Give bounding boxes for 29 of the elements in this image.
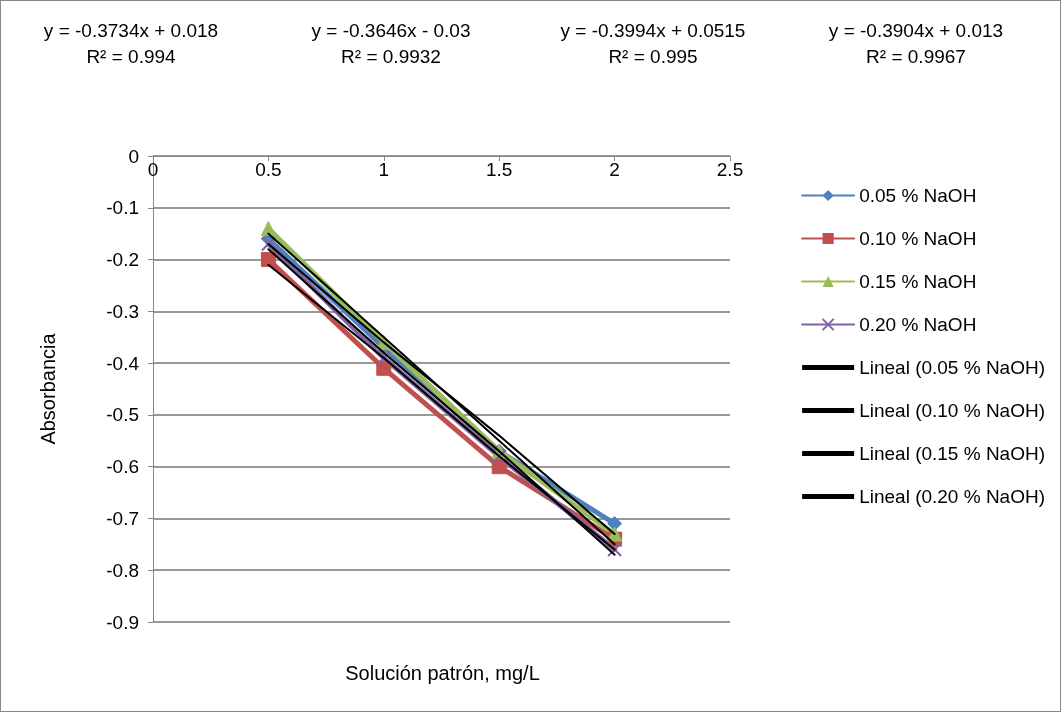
y-tick-label: -0.7	[106, 507, 139, 529]
legend-label: 0.05 % NaOH	[859, 185, 977, 206]
y-tick-label: -0.6	[106, 456, 139, 478]
legend-label: Lineal (0.20 % NaOH)	[859, 486, 1046, 507]
y-tick-label: -0.1	[106, 197, 139, 219]
text: y = -0.3646x - 0.03 R² = 0.9932	[311, 19, 471, 67]
x-tick-label: 2	[609, 159, 620, 180]
legend-label: Lineal (0.05 % NaOH)	[859, 357, 1046, 378]
text: y = -0.3994x + 0.0515 R² = 0.995	[560, 19, 746, 67]
x-axis-title: Solución patrón, mg/L	[345, 662, 540, 684]
legend-label: Lineal (0.15 % NaOH)	[859, 443, 1046, 464]
y-tick-label: -0.5	[106, 404, 139, 426]
x-tick-label: 0	[147, 159, 159, 180]
y-axis-title: Absorbancia	[37, 332, 59, 445]
x-tick-label: 2.5	[716, 159, 744, 180]
x-tick-label: 1	[378, 159, 390, 180]
x-tick-label: 1.5	[485, 159, 513, 180]
y-tick-label: -0.3	[106, 300, 139, 322]
legend-label: 0.10 % NaOH	[859, 228, 977, 249]
legend-label: Lineal (0.10 % NaOH)	[859, 400, 1046, 421]
y-tick-label: -0.4	[106, 352, 140, 374]
text: y = -0.3734x + 0.018 R² = 0.994	[43, 19, 219, 67]
y-tick-label: -0.9	[106, 611, 139, 633]
y-tick-label: -0.2	[106, 249, 139, 271]
text: y = -0.3904x + 0.013 R² = 0.9967	[828, 19, 1004, 67]
legend-label: 0.15 % NaOH	[859, 271, 977, 292]
y-tick-label: -0.8	[106, 559, 139, 581]
legend-label: 0.20 % NaOH	[859, 314, 977, 335]
x-tick-label: 0.5	[255, 159, 282, 180]
